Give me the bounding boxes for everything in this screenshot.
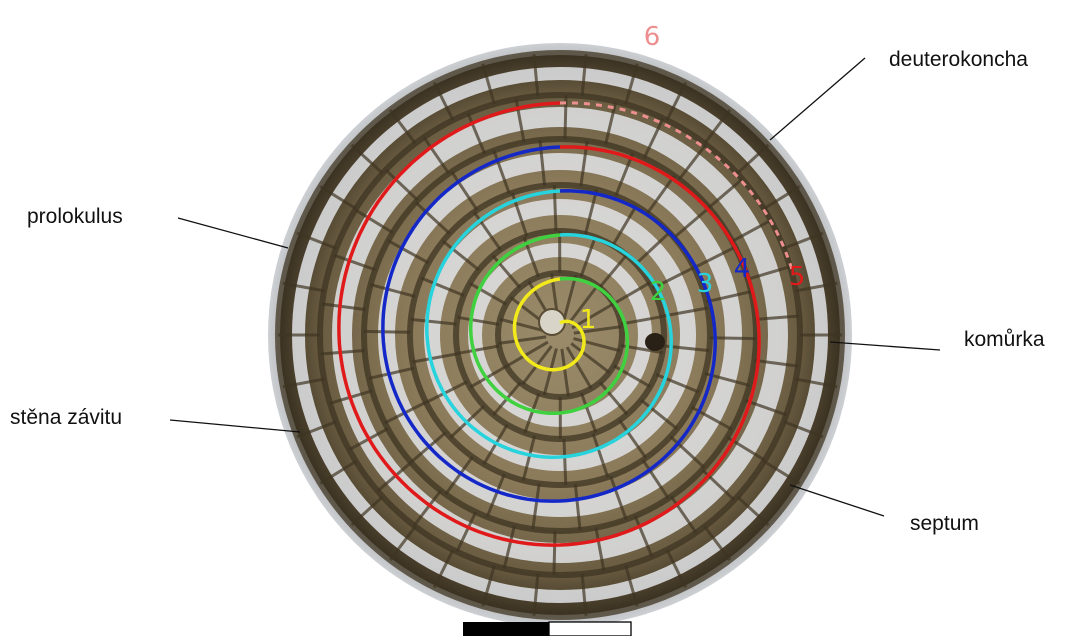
septum-line	[554, 531, 555, 575]
leader-line-stena-zavitu	[170, 420, 300, 432]
label-deuterokoncha: deuterokoncha	[889, 48, 1028, 72]
septum-line	[564, 439, 566, 485]
leader-line-prolokulus	[178, 218, 288, 248]
dark-spot	[645, 333, 665, 351]
label-septum: septum	[910, 512, 979, 536]
whorl-number-1: 1	[580, 305, 597, 335]
whorl-number-3: 3	[697, 269, 714, 299]
scale-bar	[463, 622, 631, 636]
leader-line-deuterokoncha	[770, 58, 865, 140]
whorl-number-4: 4	[734, 254, 751, 284]
septum-line	[364, 331, 410, 332]
label-komurka: komůrka	[964, 328, 1045, 352]
whorl-number-5: 5	[789, 262, 806, 292]
leader-line-septum	[790, 485, 884, 516]
label-stena-zavitu: stěna závitu	[10, 406, 122, 430]
scale-bar-black-segment	[463, 622, 549, 636]
label-prolokulus: prolokulus	[27, 205, 123, 229]
whorl-number-2: 2	[650, 277, 667, 307]
whorl-number-6: 6	[644, 22, 661, 52]
scale-bar-white-segment	[549, 622, 631, 636]
septum-line	[710, 338, 756, 339]
